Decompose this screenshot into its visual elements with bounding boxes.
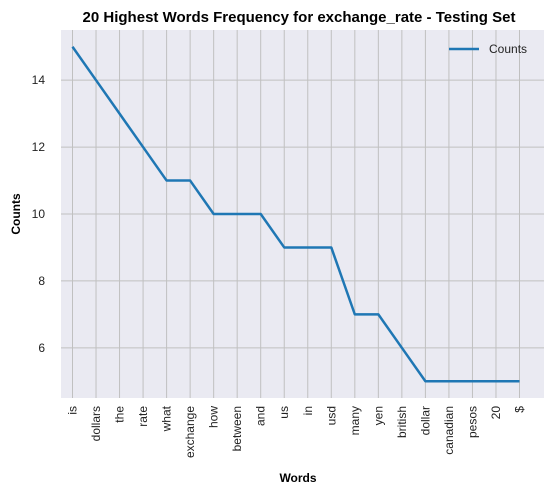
x-tick-label: between [230, 406, 244, 451]
x-tick-label: exchange [183, 406, 197, 458]
x-tick-label: british [395, 406, 409, 438]
x-tick-label: 20 [489, 406, 503, 420]
y-tick-label: 12 [32, 140, 46, 154]
y-tick-label: 14 [32, 73, 46, 87]
x-tick-label: and [254, 406, 268, 426]
x-tick-label: the [113, 406, 127, 423]
y-axis-label: Counts [9, 193, 23, 235]
x-axis-label: Words [279, 471, 316, 485]
x-tick-labels: is dollars the rate what exchange how between an… [66, 405, 527, 458]
x-tick-label: usd [324, 406, 338, 425]
x-tick-label: pesos [465, 406, 479, 438]
x-tick-label: canadian [442, 406, 456, 455]
y-tick-labels: 6 8 10 12 14 [32, 73, 46, 355]
y-tick-label: 8 [38, 274, 45, 288]
series-line-counts [71, 46, 520, 383]
y-tick-label: 6 [38, 341, 45, 355]
x-tick-label: yen [371, 406, 385, 425]
y-tick-label: 10 [32, 207, 46, 221]
x-tick-label: many [348, 406, 362, 435]
x-tick-label: dollars [89, 406, 103, 441]
x-tick-label: $ [513, 406, 527, 413]
legend-label-counts: Counts [489, 42, 527, 56]
x-tick-label: dollar [418, 406, 432, 435]
x-tick-label: is [66, 406, 80, 415]
x-tick-label: rate [136, 406, 150, 427]
x-tick-label: in [301, 406, 315, 415]
chart-title: 20 Highest Words Frequency for exchange_… [83, 9, 516, 26]
x-tick-label: us [277, 406, 291, 419]
series-layer [71, 46, 520, 383]
horizontal-gridlines [61, 79, 544, 349]
x-tick-label: how [207, 406, 221, 428]
legend: Counts [449, 42, 527, 56]
x-tick-label: what [160, 405, 174, 432]
